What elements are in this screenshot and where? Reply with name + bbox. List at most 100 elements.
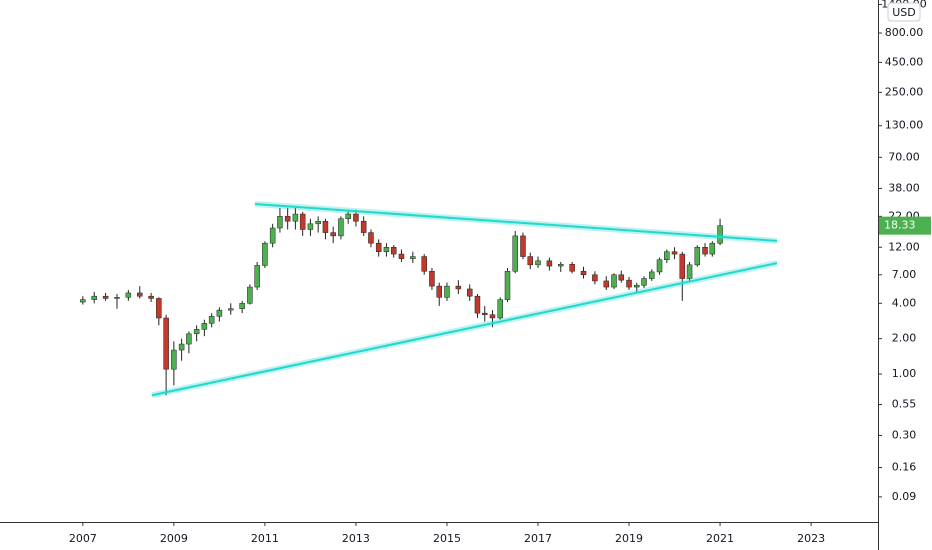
trendline — [151, 262, 778, 397]
y-tick-label: 2.00 — [892, 332, 917, 345]
y-tick-label: 0.30 — [892, 428, 917, 441]
candle-body — [228, 308, 234, 311]
candle-body — [520, 235, 526, 257]
y-tick-label: 130.00 — [885, 119, 924, 132]
candle-body — [322, 220, 329, 233]
y-tick-label: 800.00 — [885, 26, 924, 39]
candle-body — [338, 218, 344, 237]
candle-body — [444, 285, 450, 298]
candle-body — [247, 286, 253, 304]
candle-body — [398, 253, 405, 259]
candle-body — [497, 299, 503, 319]
candle-body — [481, 312, 488, 315]
candle-body — [186, 333, 192, 345]
last-price-tag — [879, 216, 931, 235]
candle-body — [709, 242, 716, 255]
candle-body — [592, 274, 598, 282]
y-tick-label: 250.00 — [885, 85, 924, 98]
candle-body — [80, 299, 86, 303]
x-tick-label: 2015 — [433, 532, 461, 545]
candle-body — [618, 274, 625, 281]
x-tick-label: 2007 — [69, 532, 97, 545]
candle-body — [626, 279, 632, 288]
candle-body — [649, 271, 655, 279]
candle-body — [664, 251, 670, 260]
y-tick-label: 1.00 — [892, 367, 917, 380]
x-tick-label: 2021 — [706, 532, 734, 545]
candle-body — [171, 349, 177, 370]
candle-body — [489, 314, 496, 319]
x-tick-label: 2013 — [342, 532, 370, 545]
candle-body — [353, 213, 359, 222]
candle-body — [208, 316, 215, 324]
y-tick-label: 7.00 — [892, 268, 917, 281]
candle-body — [125, 292, 132, 298]
y-tick-label: 0.55 — [892, 398, 917, 411]
y-tick-label: 0.09 — [892, 490, 917, 503]
candle-body — [299, 213, 306, 230]
candle-body — [527, 256, 534, 266]
candle-body — [360, 220, 367, 233]
candle-body — [178, 343, 185, 351]
candle-body — [330, 232, 336, 237]
x-tick-label: 2019 — [615, 532, 643, 545]
candle-body — [656, 259, 663, 273]
candle-body — [558, 264, 564, 267]
candle-body — [679, 253, 686, 279]
candle-body — [315, 220, 321, 225]
y-tick-label: 0.16 — [892, 461, 917, 474]
y-tick-label: 12.00 — [888, 240, 920, 253]
trendline — [254, 203, 778, 242]
candle-body — [686, 264, 693, 279]
x-tick-label: 2011 — [251, 532, 279, 545]
candle-body — [307, 223, 314, 230]
candle-body — [239, 303, 245, 309]
candle-body — [156, 298, 162, 319]
candle-body — [193, 329, 200, 335]
candle-body — [634, 284, 640, 288]
candle-body — [421, 256, 427, 272]
candle-body — [466, 288, 473, 297]
candle-body — [201, 323, 208, 330]
candle-body — [114, 297, 120, 299]
x-tick-label: 2009 — [160, 532, 188, 545]
last-price-label: 18.33 — [884, 219, 916, 232]
y-tick-label: 4.00 — [892, 296, 917, 309]
candle-body — [474, 295, 481, 314]
candle-body — [641, 278, 647, 286]
candle-body — [702, 247, 708, 255]
candle-body — [455, 285, 462, 290]
candle-body — [717, 225, 723, 244]
candle-body — [410, 256, 416, 259]
candle-body — [277, 216, 283, 229]
candle-body — [292, 213, 299, 222]
candle-body — [284, 216, 291, 222]
candle-body — [91, 295, 97, 300]
x-tick-label: 2023 — [797, 532, 825, 545]
y-tick-label: 38.00 — [888, 181, 920, 194]
x-tick-label: 2017 — [524, 532, 552, 545]
candle-body — [136, 292, 143, 297]
candle-body — [345, 213, 351, 219]
candle-body — [535, 260, 541, 266]
candle-body — [254, 265, 260, 288]
y-tick-label: 70.00 — [888, 150, 920, 163]
unit-box[interactable] — [887, 2, 921, 22]
candle-body — [569, 264, 575, 272]
candle-body — [262, 242, 268, 266]
candle-body — [671, 251, 678, 255]
candle-body — [368, 232, 374, 244]
candle-body — [694, 247, 701, 266]
candle-body — [163, 317, 169, 370]
candle-body — [269, 227, 276, 244]
candle-body — [603, 280, 610, 288]
candle-body — [429, 270, 435, 287]
candle-body — [148, 295, 154, 299]
candle-body — [375, 242, 382, 252]
candle-body — [580, 270, 587, 276]
unit-label[interactable]: USD — [892, 6, 916, 19]
candle-body — [390, 247, 397, 255]
